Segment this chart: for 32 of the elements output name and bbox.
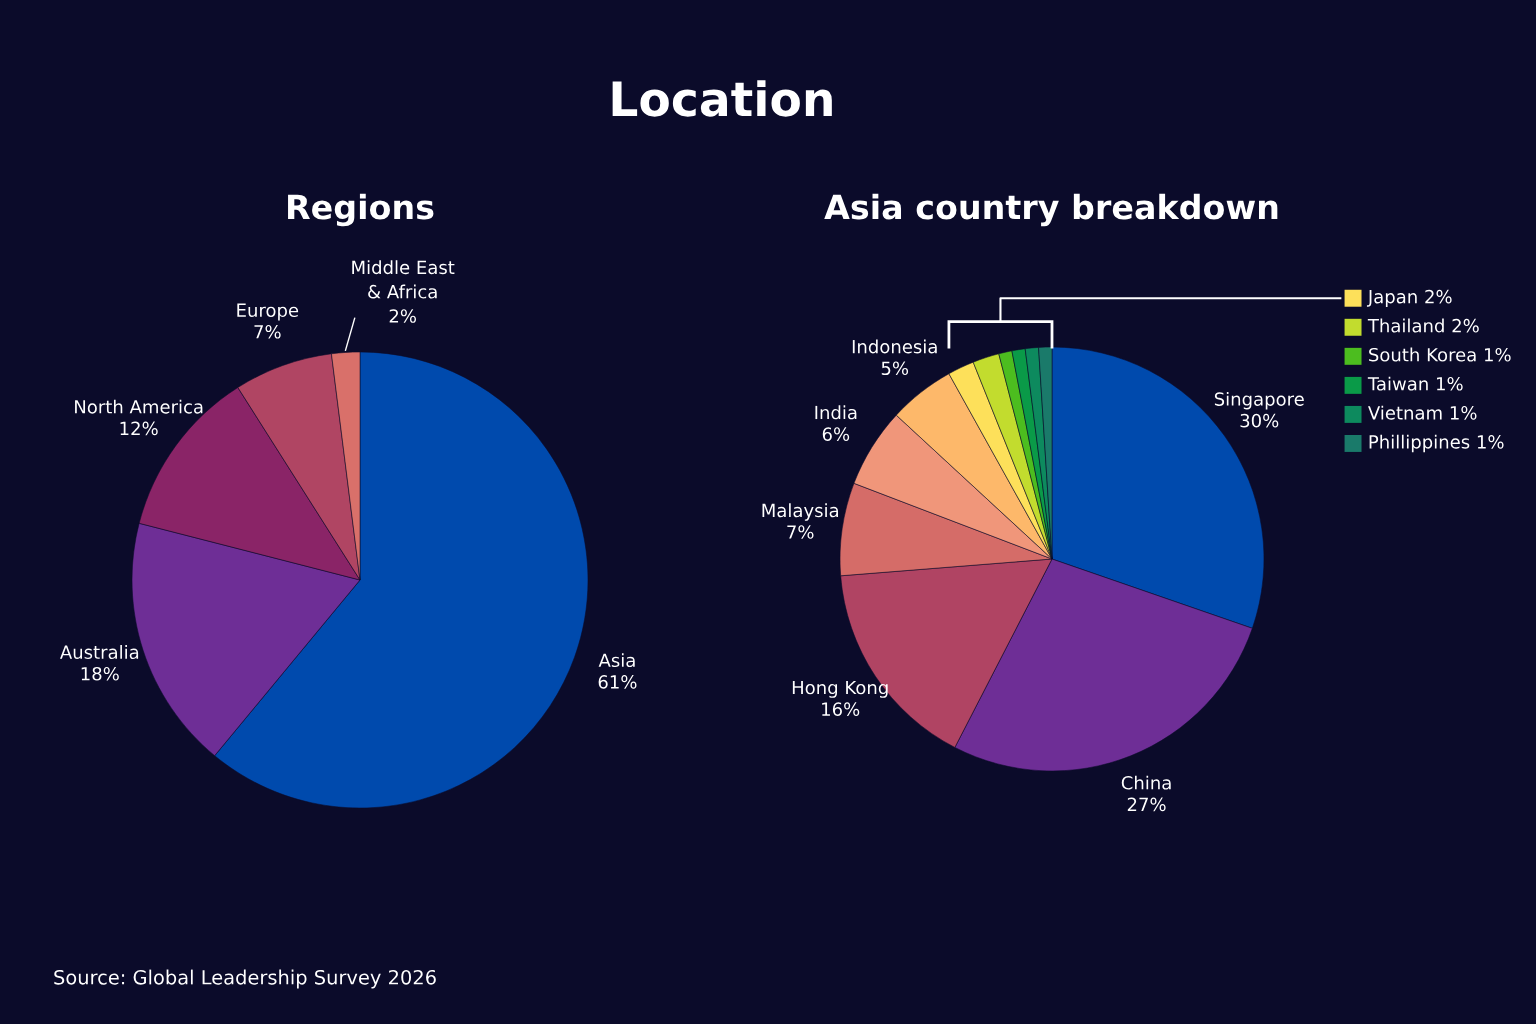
slice-label: Singapore (1214, 391, 1304, 410)
slice-label: India (815, 405, 857, 420)
slice-label: Asia (598, 653, 635, 668)
data-label: 18% (81, 666, 119, 681)
source-note: Source: Global Leadership Survey 2026 (54, 969, 436, 989)
legend-label: Taiwan 1% (1367, 376, 1463, 391)
slice-label: North America (75, 399, 203, 414)
data-label: 2% (389, 309, 417, 323)
legend-label: South Korea 1% (1369, 347, 1511, 362)
data-label: 16% (822, 702, 860, 716)
slice-label: Middle East & Africa (352, 260, 455, 299)
slice-label: Malaysia (762, 503, 838, 521)
data-label: 27% (1127, 797, 1166, 812)
slice-label: Australia (60, 645, 139, 659)
slice-label: Hong Kong (792, 680, 888, 698)
legend-label: Japan 2% (1366, 289, 1452, 307)
slice-label: China (1121, 775, 1171, 790)
slice-label: Indonesia (852, 339, 937, 354)
data-label: 12% (120, 421, 158, 436)
data-label: 7% (787, 525, 814, 539)
data-label: 7% (254, 324, 281, 339)
legend-label: Thailand 2% (1367, 318, 1479, 333)
legend-label: Vietnam 1% (1368, 405, 1477, 420)
chart-title: Asia country breakdown (824, 193, 1278, 227)
legend-label: Phillippines 1% (1369, 434, 1504, 453)
data-label: 5% (881, 361, 909, 376)
data-label: 30% (1240, 413, 1279, 428)
data-label: 6% (822, 427, 850, 441)
chart-title: Regions (288, 193, 434, 227)
data-label: 61% (598, 675, 637, 689)
slice-label: Europe (237, 303, 299, 321)
text: Location (612, 80, 832, 117)
